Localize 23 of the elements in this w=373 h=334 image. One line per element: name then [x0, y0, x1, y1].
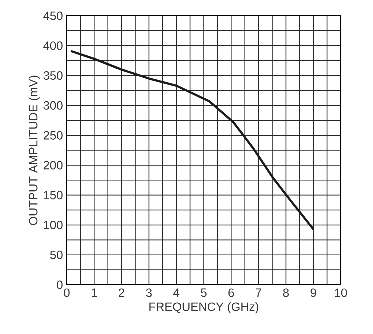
- y-tick-label: 400: [44, 42, 63, 50]
- y-tick-label: 200: [44, 161, 63, 170]
- y-tick-label: 350: [44, 72, 63, 80]
- x-tick-label: 3: [146, 288, 152, 298]
- y-tick-label: 300: [44, 101, 63, 110]
- y-tick-label: 0: [57, 280, 63, 290]
- x-tick-label: 4: [174, 288, 180, 297]
- y-tick-label: 450: [44, 12, 63, 20]
- x-tick-label: 8: [283, 288, 290, 298]
- x-tick-label: 6: [228, 288, 234, 298]
- y-axis-title: OUTPUT AMPLITUDE (mV): [28, 76, 40, 226]
- y-tick-label: 100: [44, 220, 63, 230]
- x-tick-label: 1: [92, 288, 98, 297]
- x-tick-label: 10: [335, 288, 348, 298]
- x-tick-label: 7: [256, 288, 262, 297]
- y-tick-label: 250: [44, 131, 63, 140]
- y-tick-label: 150: [44, 191, 63, 200]
- x-axis-title: FREQUENCY (GHz): [150, 302, 259, 314]
- x-tick-label: 2: [119, 288, 125, 298]
- y-tick-label: 50: [50, 250, 63, 260]
- x-tick-label: 9: [310, 288, 316, 298]
- x-tick-label: 0: [64, 288, 70, 298]
- x-tick-label: 5: [201, 288, 207, 298]
